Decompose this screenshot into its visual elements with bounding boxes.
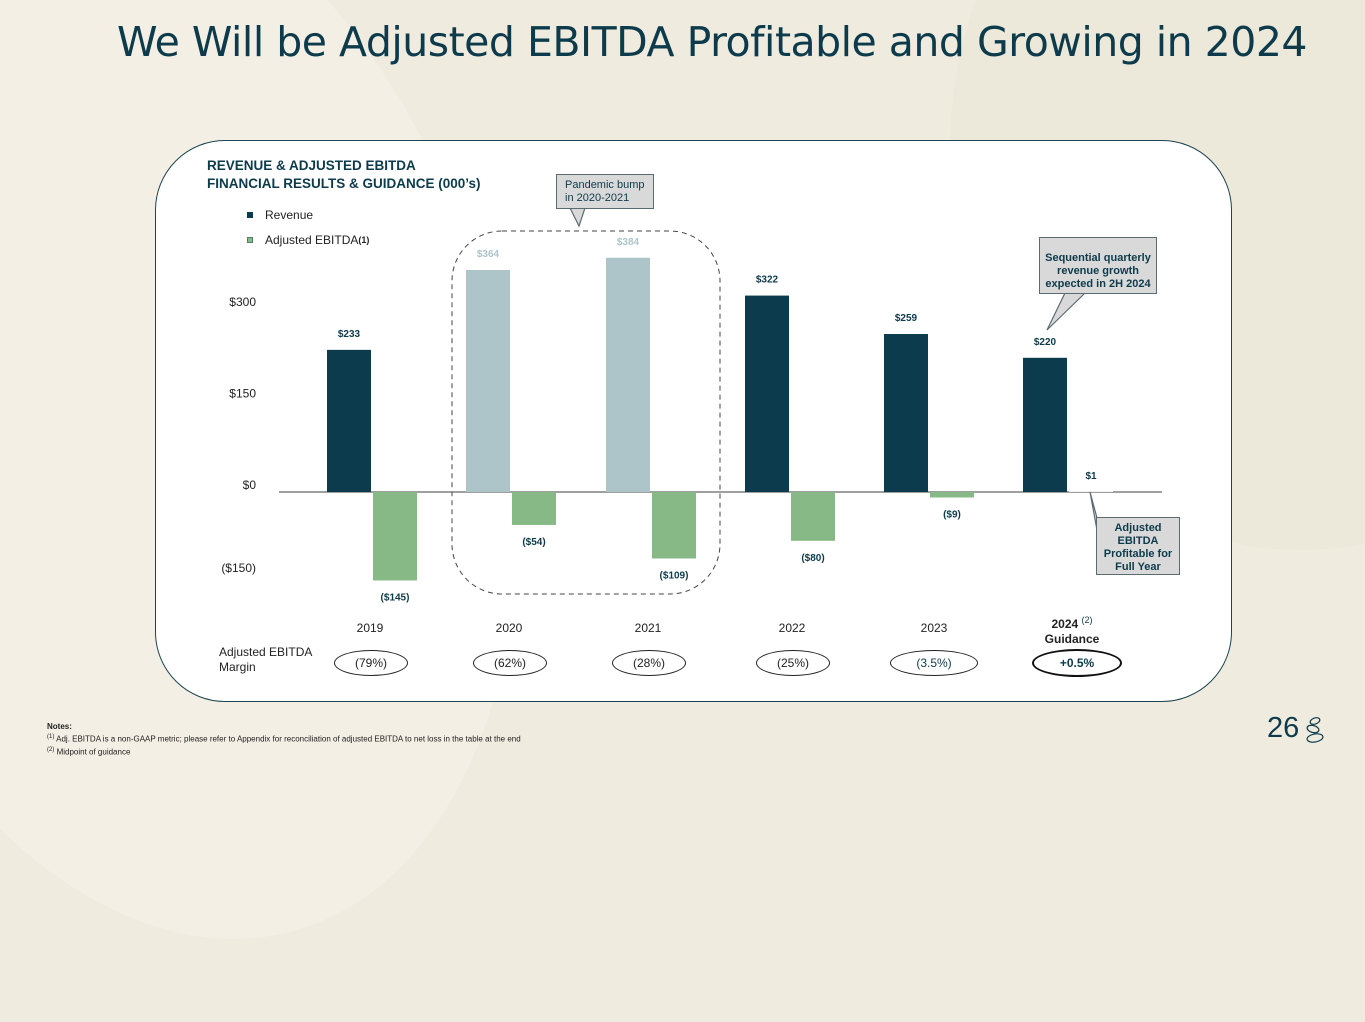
- x-tick-year: 2024: [1051, 617, 1079, 631]
- y-tick-label: ($150): [221, 561, 256, 575]
- x-tick-label: 2023: [920, 621, 948, 635]
- note-item: (1) Adj. EBITDA is a non-GAAP metric; pl…: [47, 732, 521, 745]
- callout-pandemic: Pandemic bump in 2020-2021: [556, 174, 654, 209]
- chart-title-line: FINANCIAL RESULTS & GUIDANCE (000’s): [207, 176, 481, 191]
- callout-text: Pandemic bump: [565, 179, 645, 191]
- ebitda-data-label: ($80): [801, 553, 824, 564]
- revenue-data-label: $220: [1034, 337, 1057, 348]
- revenue-data-label: $259: [895, 313, 918, 324]
- margin-label-line: Margin: [219, 660, 256, 674]
- margin-oval: (28%): [612, 650, 686, 676]
- legend-item-ebitda: Adjusted EBITDA (1): [247, 233, 369, 247]
- ebitda-data-label: ($109): [660, 570, 689, 581]
- legend-swatch-ebitda: [247, 237, 253, 243]
- callout-text: Sequential quarterly: [1045, 252, 1151, 264]
- chart-title: REVENUE & ADJUSTED EBITDA FINANCIAL RESU…: [207, 157, 481, 193]
- callout-pointer: [569, 207, 586, 228]
- x-tick-subtitle: Guidance: [1044, 632, 1100, 646]
- note-item: (2) Midpoint of guidance: [47, 745, 521, 758]
- notes: Notes: (1) Adj. EBITDA is a non-GAAP met…: [47, 722, 521, 757]
- ebitda-data-label: $1: [1085, 471, 1097, 482]
- margin-oval: (62%): [473, 650, 547, 676]
- revenue-bar: [884, 334, 928, 492]
- ebitda-data-label: ($145): [381, 592, 410, 603]
- page-number: 26: [1267, 712, 1300, 744]
- chart-svg: $300 $150 $0 ($150) $233 $364 $384 $322 $259 $220…: [221, 207, 1162, 603]
- x-tick-label: 2021: [634, 621, 662, 635]
- chart-title-line: REVENUE & ADJUSTED EBITDA: [207, 158, 416, 173]
- revenue-bar: [466, 269, 510, 492]
- y-tick-label: $150: [229, 387, 256, 401]
- ebitda-bar: [652, 492, 696, 559]
- legend-item-revenue: Revenue: [247, 208, 313, 222]
- x-tick-label-guidance: 2024 (2) Guidance: [1032, 613, 1112, 647]
- ebitda-bar: [791, 492, 835, 541]
- ebitda-bar: [930, 492, 974, 498]
- brand-logo-icon: [1306, 717, 1324, 743]
- legend-label: Adjusted EBITDA: [265, 233, 359, 247]
- legend-swatch-revenue: [247, 212, 253, 218]
- note-text: Adj. EBITDA is a non-GAAP metric; please…: [56, 734, 521, 744]
- note-text: Midpoint of guidance: [56, 747, 131, 757]
- margin-row-label: Adjusted EBITDA Margin: [219, 645, 312, 675]
- legend-superscript: (1): [358, 235, 370, 245]
- revenue-bar: [327, 349, 371, 492]
- callout-sequential-growth: Sequential quarterly revenue growth expe…: [1039, 237, 1157, 294]
- margin-oval-highlight: +0.5%: [1032, 649, 1122, 677]
- highlight-box-2020-2021: [451, 230, 721, 595]
- callout-text: in 2020-2021: [565, 192, 630, 204]
- callout-text: revenue growth: [1057, 265, 1139, 277]
- revenue-data-label: $322: [756, 275, 779, 286]
- legend-label: Revenue: [265, 208, 314, 222]
- revenue-bar: [606, 257, 650, 492]
- ebitda-bar: [1069, 491, 1113, 492]
- x-tick-label: 2020: [495, 621, 523, 635]
- ebitda-data-label: ($54): [522, 537, 545, 548]
- revenue-data-label: $233: [338, 329, 361, 340]
- callout-ebitda-profitable: Adjusted EBITDA Profitable for Full Year: [1096, 517, 1180, 575]
- ebitda-bar: [373, 492, 417, 581]
- margin-label-line: Adjusted EBITDA: [219, 645, 313, 659]
- callout-text: Profitable for: [1103, 548, 1173, 560]
- ebitda-data-label: ($9): [943, 509, 961, 520]
- callout-text: EBITDA: [1117, 535, 1159, 547]
- notes-heading: Notes:: [47, 722, 72, 731]
- x-tick-label: 2019: [356, 621, 384, 635]
- callout-pointer: [1046, 292, 1087, 331]
- revenue-data-label: $384: [617, 237, 640, 248]
- revenue-bar: [745, 295, 789, 492]
- note-marker: (2): [47, 746, 55, 753]
- callout-text: Adjusted: [1114, 522, 1162, 534]
- note-marker: (1): [47, 734, 55, 740]
- slide-title: We Will be Adjusted EBITDA Profitable an…: [117, 18, 1308, 66]
- x-tick-superscript: (2): [1081, 615, 1093, 625]
- margin-oval: (25%): [756, 650, 830, 676]
- ebitda-bar: [512, 492, 556, 525]
- y-tick-label: $0: [243, 478, 257, 492]
- callout-text: expected in 2H 2024: [1045, 278, 1151, 290]
- y-tick-label: $300: [229, 295, 256, 309]
- revenue-data-label: $364: [477, 249, 500, 260]
- callout-text: Full Year: [1115, 561, 1161, 573]
- x-tick-label: 2022: [778, 621, 806, 635]
- margin-oval: (79%): [334, 650, 408, 676]
- margin-oval: (3.5%): [890, 650, 978, 676]
- revenue-bar: [1023, 357, 1067, 492]
